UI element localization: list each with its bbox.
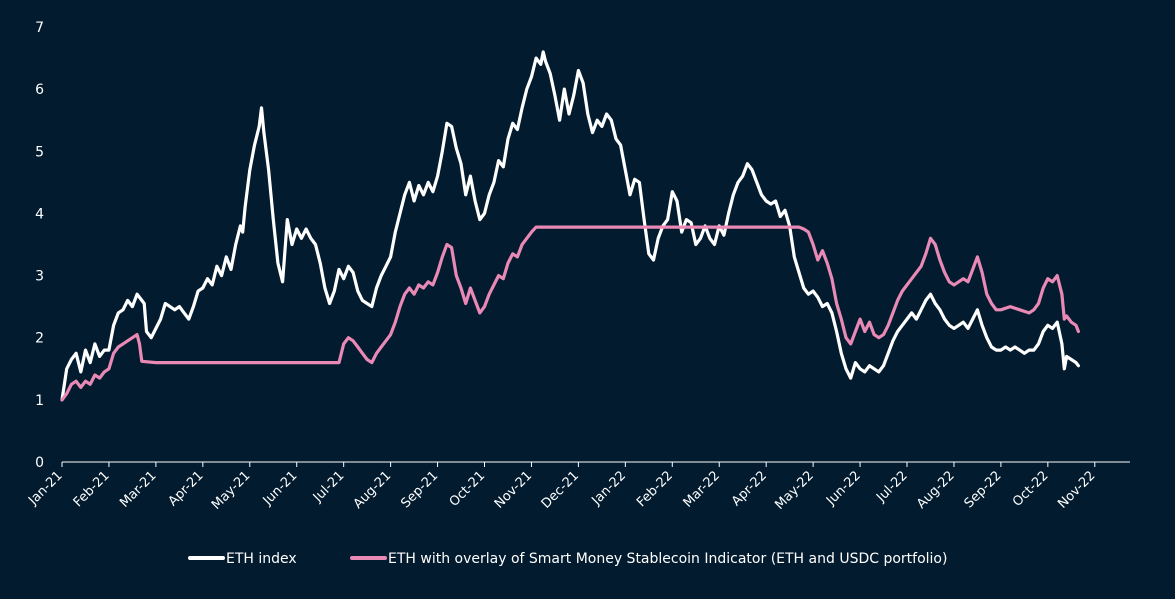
x-tick-label: May-21 bbox=[209, 468, 253, 512]
y-tick-label: 0 bbox=[35, 455, 44, 471]
y-tick-label: 7 bbox=[35, 20, 44, 36]
x-tick-label: Aug-22 bbox=[914, 468, 958, 512]
y-axis: 0 1 2 3 4 5 6 7 bbox=[35, 20, 44, 471]
x-tick-label: Mar-21 bbox=[117, 468, 159, 510]
x-tick-label: Jul-21 bbox=[310, 468, 347, 505]
x-tick-label: Jan-21 bbox=[25, 468, 66, 509]
x-axis: Jan-21 Feb-21 Mar-21 Apr-21 May-21 Jun-21 Jul-… bbox=[25, 461, 1130, 513]
x-tick-label: Sep-21 bbox=[398, 468, 441, 511]
legend: ETH index ETH with overlay of Smart Money… bbox=[188, 551, 947, 567]
x-tick-label: Dec-21 bbox=[539, 468, 582, 511]
x-tick-label: Nov-22 bbox=[1055, 468, 1098, 511]
x-tick-label: Jun-22 bbox=[823, 468, 864, 509]
series-layer bbox=[60, 50, 1080, 402]
x-tick-label: Aug-21 bbox=[351, 468, 395, 512]
y-tick-label: 6 bbox=[35, 82, 44, 98]
x-tick-label: Feb-22 bbox=[634, 468, 676, 510]
x-tick-label: Feb-21 bbox=[71, 468, 113, 510]
x-tick-label: Apr-21 bbox=[166, 468, 207, 509]
x-tick-label: Jun-21 bbox=[260, 468, 301, 509]
x-tick-label: Apr-22 bbox=[729, 468, 770, 509]
eth-overlay-line bbox=[60, 225, 1080, 402]
legend-label-eth-index: ETH index bbox=[226, 551, 297, 567]
x-tick-label: Oct-21 bbox=[447, 468, 489, 510]
y-tick-label: 3 bbox=[35, 269, 44, 285]
y-tick-label: 2 bbox=[35, 331, 44, 347]
x-tick-label: Oct-22 bbox=[1010, 468, 1052, 510]
x-tick-label: Mar-22 bbox=[681, 468, 723, 510]
x-tick-label: Jan-22 bbox=[589, 468, 630, 509]
y-tick-label: 1 bbox=[35, 393, 44, 409]
x-tick-label: Nov-21 bbox=[492, 468, 535, 511]
y-tick-label: 4 bbox=[35, 206, 44, 222]
y-tick-label: 5 bbox=[35, 144, 44, 160]
legend-label-eth-overlay: ETH with overlay of Smart Money Stableco… bbox=[388, 551, 947, 567]
x-tick-label: May-22 bbox=[772, 468, 816, 512]
eth-index-line bbox=[60, 50, 1080, 402]
x-tick-label: Jul-22 bbox=[873, 468, 910, 505]
x-tick-label: Sep-22 bbox=[962, 468, 1005, 511]
